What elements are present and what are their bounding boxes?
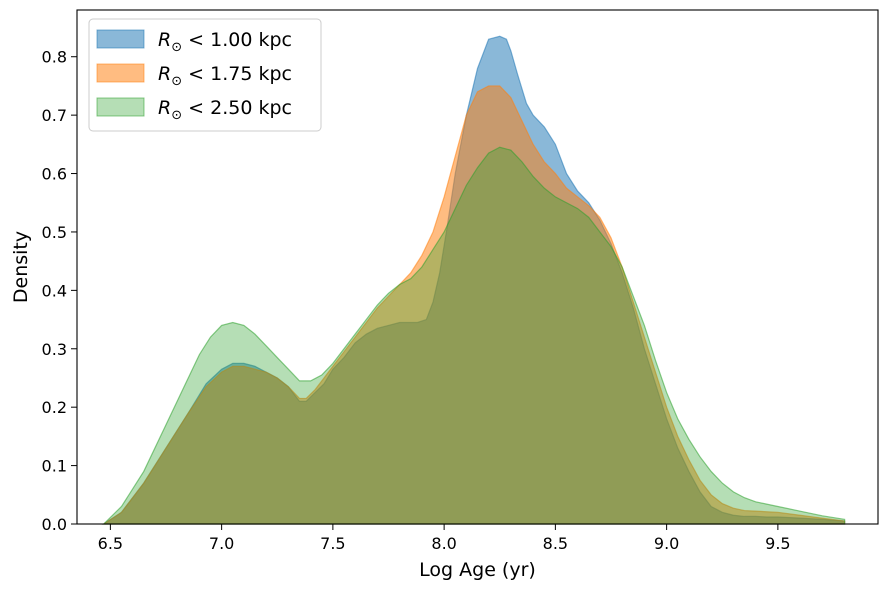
x-tick-label: 9.0 (654, 534, 679, 553)
series-areas (101, 35, 846, 525)
legend-subscript: ⊙ (171, 40, 182, 55)
legend-subscript: ⊙ (171, 74, 182, 89)
y-tick-label: 0.4 (42, 281, 67, 300)
x-tick-label: 9.5 (765, 534, 790, 553)
y-tick-label: 0.0 (42, 515, 67, 534)
legend-label: R⊙ < 1.75 kpc (158, 63, 292, 89)
legend-item-1: R⊙ < 1.00 kpc (96, 29, 292, 55)
y-tick-label: 0.8 (42, 48, 67, 67)
legend-subscript: ⊙ (171, 108, 182, 123)
legend-swatch (96, 29, 145, 49)
y-axis-label: Density (10, 231, 32, 303)
legend-swatch (96, 63, 145, 83)
legend-item-2: R⊙ < 1.75 kpc (96, 63, 292, 89)
legend-rest: < 2.50 kpc (182, 97, 292, 119)
legend-swatch (96, 97, 145, 117)
x-tick-label: 8.0 (431, 534, 456, 553)
x-tick-label: 6.5 (98, 534, 123, 553)
x-tick-label: 7.5 (320, 534, 345, 553)
legend-box (88, 18, 322, 132)
y-tick-label: 0.2 (42, 398, 67, 417)
y-tick-label: 0.7 (42, 106, 67, 125)
legend-item-3: R⊙ < 2.50 kpc (96, 97, 292, 123)
legend-rest: < 1.00 kpc (182, 29, 292, 51)
y-tick-label: 0.3 (42, 340, 67, 359)
x-tick-label: 8.5 (543, 534, 568, 553)
legend-symbol: R (158, 97, 171, 119)
legend-label: R⊙ < 2.50 kpc (158, 97, 292, 123)
plot-frame (76, 9, 879, 525)
x-axis-label: Log Age (yr) (419, 559, 536, 581)
x-tick-label: 7.0 (209, 534, 234, 553)
y-axis-ticks: 0.0 0.1 0.2 0.3 0.4 0.5 0.6 0.7 0.8 (42, 48, 77, 534)
legend-symbol: R (158, 29, 171, 51)
y-tick-label: 0.1 (42, 457, 67, 476)
x-axis-ticks: 6.5 7.0 7.5 8.0 8.5 9.0 9.5 (98, 524, 791, 553)
series-area-2 (101, 85, 846, 525)
y-tick-label: 0.5 (42, 223, 67, 242)
legend-rest: < 1.75 kpc (182, 63, 292, 85)
y-tick-label: 0.6 (42, 165, 67, 184)
legend-label: R⊙ < 1.00 kpc (158, 29, 292, 55)
series-area-3 (102, 146, 846, 525)
legend-symbol: R (158, 63, 171, 85)
